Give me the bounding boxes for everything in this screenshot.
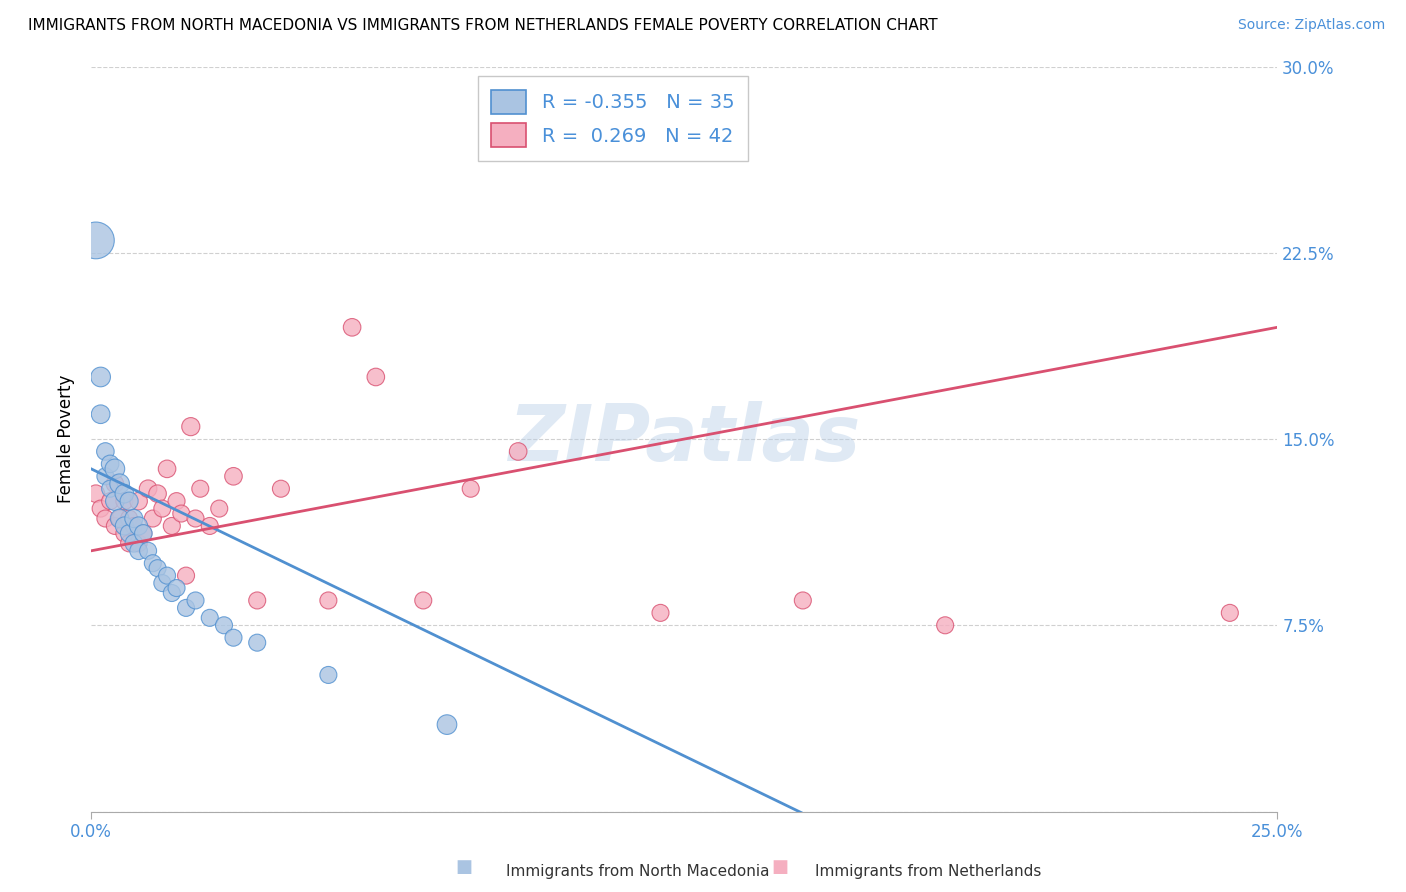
Point: [84, 486, 107, 500]
Point: [508, 444, 530, 458]
Point: [122, 519, 145, 533]
Point: [118, 494, 141, 508]
Point: [142, 556, 165, 570]
Point: [180, 419, 202, 434]
Point: [436, 717, 458, 731]
Point: [98, 494, 121, 508]
Point: [90, 501, 112, 516]
Point: [222, 631, 245, 645]
Point: [412, 593, 434, 607]
Point: [146, 561, 169, 575]
Point: [146, 486, 169, 500]
Point: [90, 407, 112, 421]
Point: [246, 593, 269, 607]
Point: [122, 511, 145, 525]
Point: [128, 519, 150, 533]
Legend: R = -0.355   N = 35, R =  0.269   N = 42: R = -0.355 N = 35, R = 0.269 N = 42: [478, 77, 748, 161]
Point: [156, 568, 179, 582]
Point: [198, 611, 221, 625]
Text: Source: ZipAtlas.com: Source: ZipAtlas.com: [1237, 18, 1385, 32]
Point: [160, 519, 183, 533]
Point: [184, 593, 207, 607]
Point: [212, 618, 235, 632]
Point: [112, 486, 135, 500]
Point: [132, 526, 155, 541]
Point: [104, 494, 127, 508]
Text: ■: ■: [772, 858, 789, 876]
Point: [166, 581, 188, 595]
Point: [108, 511, 131, 525]
Point: [650, 606, 672, 620]
Point: [340, 320, 363, 334]
Point: [108, 476, 131, 491]
Point: [112, 526, 135, 541]
Point: [222, 469, 245, 483]
Point: [104, 519, 127, 533]
Point: [112, 519, 135, 533]
Point: [128, 494, 150, 508]
Point: [792, 593, 814, 607]
Point: [318, 668, 340, 682]
Y-axis label: Female Poverty: Female Poverty: [58, 375, 75, 503]
Point: [136, 482, 159, 496]
Point: [460, 482, 482, 496]
Point: [150, 576, 173, 591]
Point: [94, 444, 117, 458]
Point: [142, 511, 165, 525]
Point: [208, 501, 231, 516]
Point: [246, 635, 269, 649]
Point: [128, 543, 150, 558]
Text: ZIPatlas: ZIPatlas: [508, 401, 860, 477]
Point: [94, 469, 117, 483]
Point: [90, 370, 112, 384]
Point: [174, 601, 197, 615]
Point: [118, 511, 141, 525]
Point: [104, 476, 127, 491]
Point: [150, 501, 173, 516]
Point: [128, 536, 150, 550]
Text: Immigrants from Netherlands: Immigrants from Netherlands: [815, 863, 1042, 879]
Point: [184, 511, 207, 525]
Point: [108, 511, 131, 525]
Point: [170, 507, 193, 521]
Point: [934, 618, 956, 632]
Point: [174, 568, 197, 582]
Point: [270, 482, 292, 496]
Point: [104, 462, 127, 476]
Point: [166, 494, 188, 508]
Point: [118, 526, 141, 541]
Point: [98, 482, 121, 496]
Text: ■: ■: [456, 858, 472, 876]
Point: [156, 462, 179, 476]
Point: [160, 586, 183, 600]
Point: [98, 457, 121, 471]
Point: [198, 519, 221, 533]
Text: IMMIGRANTS FROM NORTH MACEDONIA VS IMMIGRANTS FROM NETHERLANDS FEMALE POVERTY CO: IMMIGRANTS FROM NORTH MACEDONIA VS IMMIG…: [28, 18, 938, 33]
Point: [1219, 606, 1241, 620]
Text: Immigrants from North Macedonia: Immigrants from North Macedonia: [506, 863, 769, 879]
Point: [84, 234, 107, 248]
Point: [318, 593, 340, 607]
Point: [132, 526, 155, 541]
Point: [364, 370, 387, 384]
Point: [118, 536, 141, 550]
Point: [188, 482, 211, 496]
Point: [122, 536, 145, 550]
Point: [112, 494, 135, 508]
Point: [94, 511, 117, 525]
Point: [136, 543, 159, 558]
